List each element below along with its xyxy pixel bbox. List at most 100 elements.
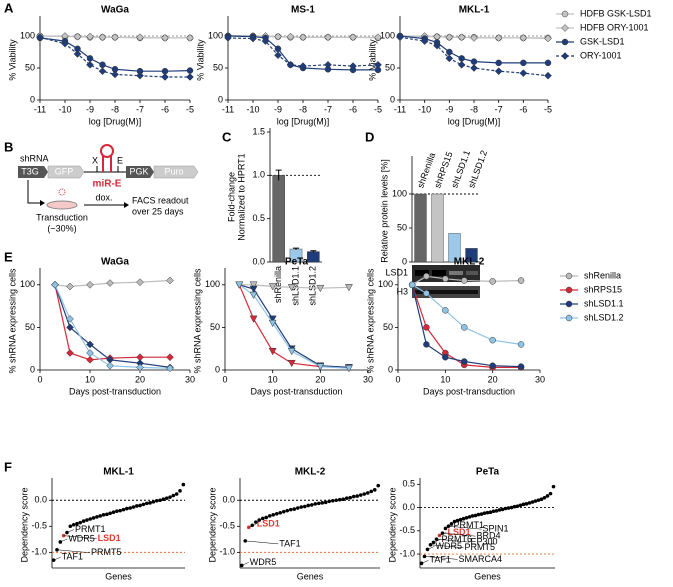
y-tick-label: 0.5	[402, 479, 415, 489]
data-point	[78, 520, 83, 525]
x-tick-label: -5	[374, 104, 382, 114]
gene-label: PRMT1	[75, 524, 106, 534]
panel-label: C	[222, 129, 232, 144]
arrow	[27, 180, 40, 204]
data-point	[168, 495, 172, 499]
x-tick-label: 30	[185, 374, 195, 384]
y-tick-label: 50	[25, 62, 35, 72]
hairpin-loop	[100, 144, 114, 158]
data-point	[66, 282, 74, 291]
data-point	[458, 517, 463, 522]
data-point	[85, 518, 89, 522]
x-tick-label: -10	[246, 104, 259, 114]
data-point	[488, 510, 493, 515]
series-line	[54, 284, 171, 369]
x-tick-label: 10	[440, 374, 450, 384]
legend-marker	[561, 10, 569, 18]
data-point	[186, 34, 194, 42]
data-point	[71, 522, 76, 527]
y-tick-label: 100	[392, 188, 407, 198]
blot-band	[414, 290, 478, 294]
data-point	[249, 34, 257, 43]
gene-label: WDR5	[250, 557, 277, 567]
data-point	[327, 499, 332, 504]
y-tick-label: 50	[25, 322, 35, 332]
data-point	[355, 494, 360, 498]
gene-label: BRD4	[477, 531, 501, 541]
data-point	[288, 507, 293, 512]
data-point	[181, 482, 186, 487]
y-tick-label: 0.5	[252, 213, 265, 223]
y-axis-label: Normalized to HPRT1	[236, 153, 246, 240]
data-point	[349, 62, 357, 70]
data-point	[313, 502, 318, 506]
y-tick-label: 50	[210, 322, 220, 332]
y-axis-label: % Viability	[7, 39, 17, 81]
data-point	[533, 499, 538, 503]
bar	[465, 248, 478, 263]
data-point	[442, 307, 449, 314]
data-point	[374, 60, 382, 69]
data-point	[458, 55, 465, 62]
data-point	[519, 34, 528, 42]
x-axis-label: Days post-transduction	[250, 386, 342, 396]
data-point	[98, 33, 107, 42]
data-point	[365, 491, 370, 495]
data-point	[519, 69, 528, 77]
data-point	[330, 498, 335, 503]
data-point	[86, 340, 94, 349]
data-point	[144, 501, 149, 506]
data-point	[274, 511, 279, 516]
promoter-box	[126, 166, 154, 178]
data-point	[306, 503, 311, 508]
leader-line	[430, 544, 464, 549]
data-point	[111, 70, 119, 79]
data-point	[134, 504, 139, 508]
data-point	[106, 361, 114, 370]
data-point	[423, 273, 430, 280]
y-tick-label: 0.0	[222, 495, 235, 505]
gene-label: LSD1	[448, 527, 471, 537]
data-point	[111, 33, 119, 42]
y-tick-label: -1.0	[31, 547, 47, 557]
series-line	[54, 284, 171, 368]
y-tick-label: -1.0	[399, 548, 415, 558]
data-point	[249, 285, 258, 294]
data-point	[98, 514, 103, 518]
data-point	[517, 363, 525, 370]
chart-title: MKL-1	[103, 467, 134, 478]
gene-label: SPIN1	[483, 524, 509, 534]
data-point	[101, 513, 106, 517]
data-point	[166, 364, 174, 373]
y-tick-label: 0	[215, 364, 220, 374]
data-point	[141, 502, 146, 507]
data-point	[518, 503, 523, 508]
data-point	[66, 349, 74, 357]
data-point	[544, 34, 552, 43]
x-axis-label: log [Drug(M)]	[448, 116, 501, 126]
blot-band	[466, 271, 478, 275]
data-point	[521, 502, 526, 507]
data-point	[235, 281, 244, 289]
x-tick-label: 30	[535, 374, 545, 384]
data-point	[68, 524, 73, 529]
data-point	[337, 497, 342, 502]
gene-label: PRMT5	[91, 547, 122, 557]
y-axis-label: Relative protein levels [%]	[379, 159, 389, 263]
data-point	[131, 505, 136, 509]
data-point	[287, 284, 296, 292]
data-point	[334, 498, 339, 503]
data-point	[316, 284, 325, 293]
arrowhead	[40, 200, 45, 206]
panel-label: D	[365, 129, 374, 144]
data-point	[128, 506, 132, 510]
gene-label: PRMT5	[465, 542, 496, 552]
y-tick-label: 100	[208, 30, 223, 40]
data-point	[138, 503, 142, 508]
data-point	[348, 495, 353, 500]
data-point	[136, 278, 144, 287]
chart-title: PeTa	[285, 257, 309, 268]
y-tick-label: 1.5	[252, 126, 265, 136]
data-point	[470, 514, 475, 518]
